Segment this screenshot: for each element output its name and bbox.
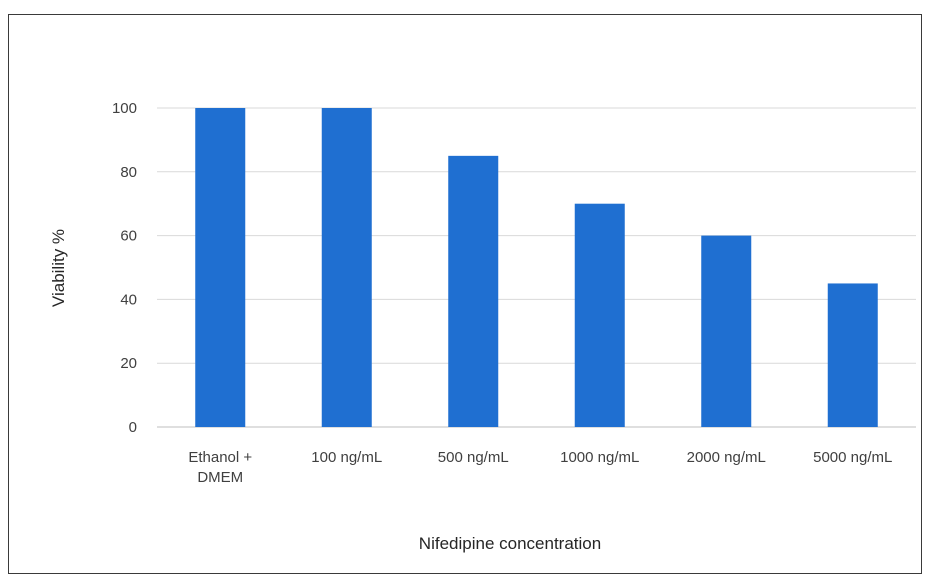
bar	[827, 283, 878, 427]
y-tick-label: 0	[129, 419, 137, 436]
y-tick-label: 80	[120, 164, 137, 181]
y-tick-label: 20	[120, 355, 137, 372]
y-tick-label: 60	[120, 228, 137, 245]
bar	[321, 108, 372, 427]
y-axis-title: Viability %	[49, 229, 68, 307]
bar	[701, 235, 752, 427]
bar	[448, 155, 499, 427]
y-tick-labels: 0 20 40 60 80 100	[112, 100, 137, 436]
x-tick-label: 500 ng/mL	[438, 449, 509, 466]
x-tick-labels: Ethanol + DMEM 100 ng/mL 500 ng/mL 1000 ng/m…	[188, 449, 892, 486]
x-tick-label: Ethanol +	[188, 449, 252, 466]
x-tick-label: 1000 ng/mL	[560, 449, 639, 466]
bar	[195, 108, 246, 427]
y-tick-label: 40	[120, 291, 137, 308]
gridlines	[157, 107, 916, 428]
bars	[195, 108, 878, 427]
y-tick-label: 100	[112, 100, 137, 117]
bar	[574, 203, 625, 427]
x-axis-title: Nifedipine concentration	[419, 534, 601, 553]
x-tick-label: 100 ng/mL	[311, 449, 382, 466]
x-tick-label: 2000 ng/mL	[687, 449, 766, 466]
x-tick-label: 5000 ng/mL	[813, 449, 892, 466]
x-tick-label: DMEM	[197, 469, 243, 486]
